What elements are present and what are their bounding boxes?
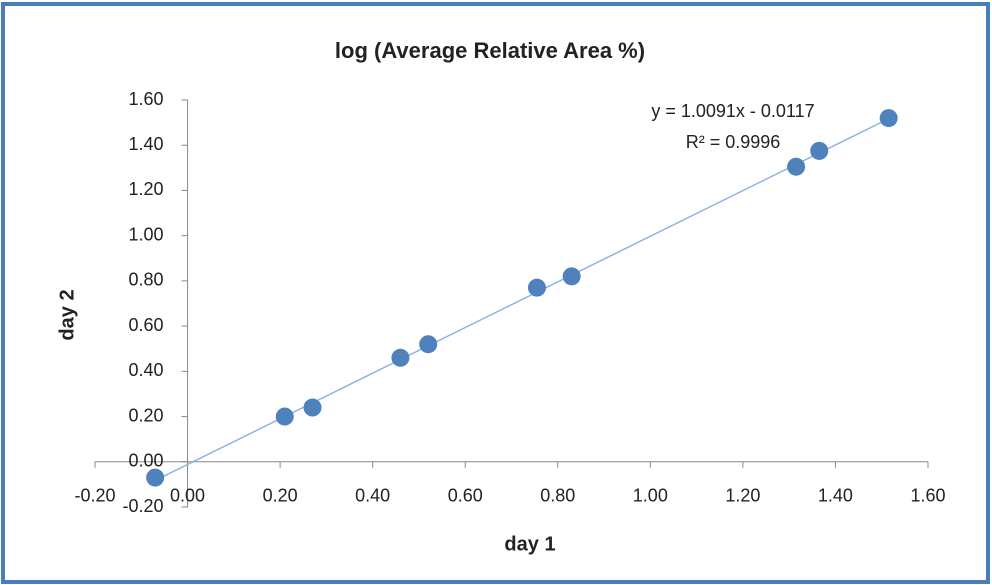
y-tick-label: 1.40 <box>129 134 164 154</box>
point <box>810 141 829 160</box>
point <box>303 398 322 417</box>
point <box>146 468 165 487</box>
y-tick-label: 1.20 <box>129 179 164 199</box>
x-axis-title: day 1 <box>504 533 555 555</box>
y-tick-label: 0.00 <box>129 451 164 471</box>
x-tick-label: 1.20 <box>725 486 760 506</box>
x-tick-label: 0.20 <box>263 486 298 506</box>
trendline-equation: y = 1.0091x - 0.0117 <box>651 101 814 121</box>
y-tick-label: 0.60 <box>129 315 164 335</box>
y-tick-label: 1.00 <box>129 224 164 244</box>
point <box>787 157 806 176</box>
point <box>527 278 546 297</box>
x-tick-label: 1.00 <box>633 486 668 506</box>
x-tick-label: -0.20 <box>74 486 115 506</box>
x-tick-label: 0.60 <box>448 486 483 506</box>
point <box>419 335 438 354</box>
y-tick-label: 0.40 <box>129 360 164 380</box>
y-axis-title: day 2 <box>56 289 78 340</box>
point <box>391 348 410 367</box>
y-tick-label: 1.60 <box>129 89 164 109</box>
x-tick-label: 0.00 <box>170 486 205 506</box>
point <box>275 407 294 426</box>
x-tick-label: 0.80 <box>540 486 575 506</box>
x-tick-label: 1.40 <box>818 486 853 506</box>
trendline-r-squared: R² = 0.9996 <box>686 132 781 152</box>
x-tick-label: 0.40 <box>355 486 390 506</box>
chart-title: log (Average Relative Area %) <box>335 38 645 63</box>
y-tick-label: -0.20 <box>123 496 164 516</box>
point <box>879 109 898 128</box>
y-tick-label: 0.20 <box>129 405 164 425</box>
x-tick-label: 1.60 <box>910 486 945 506</box>
point <box>562 267 581 286</box>
y-tick-label: 0.80 <box>129 270 164 290</box>
